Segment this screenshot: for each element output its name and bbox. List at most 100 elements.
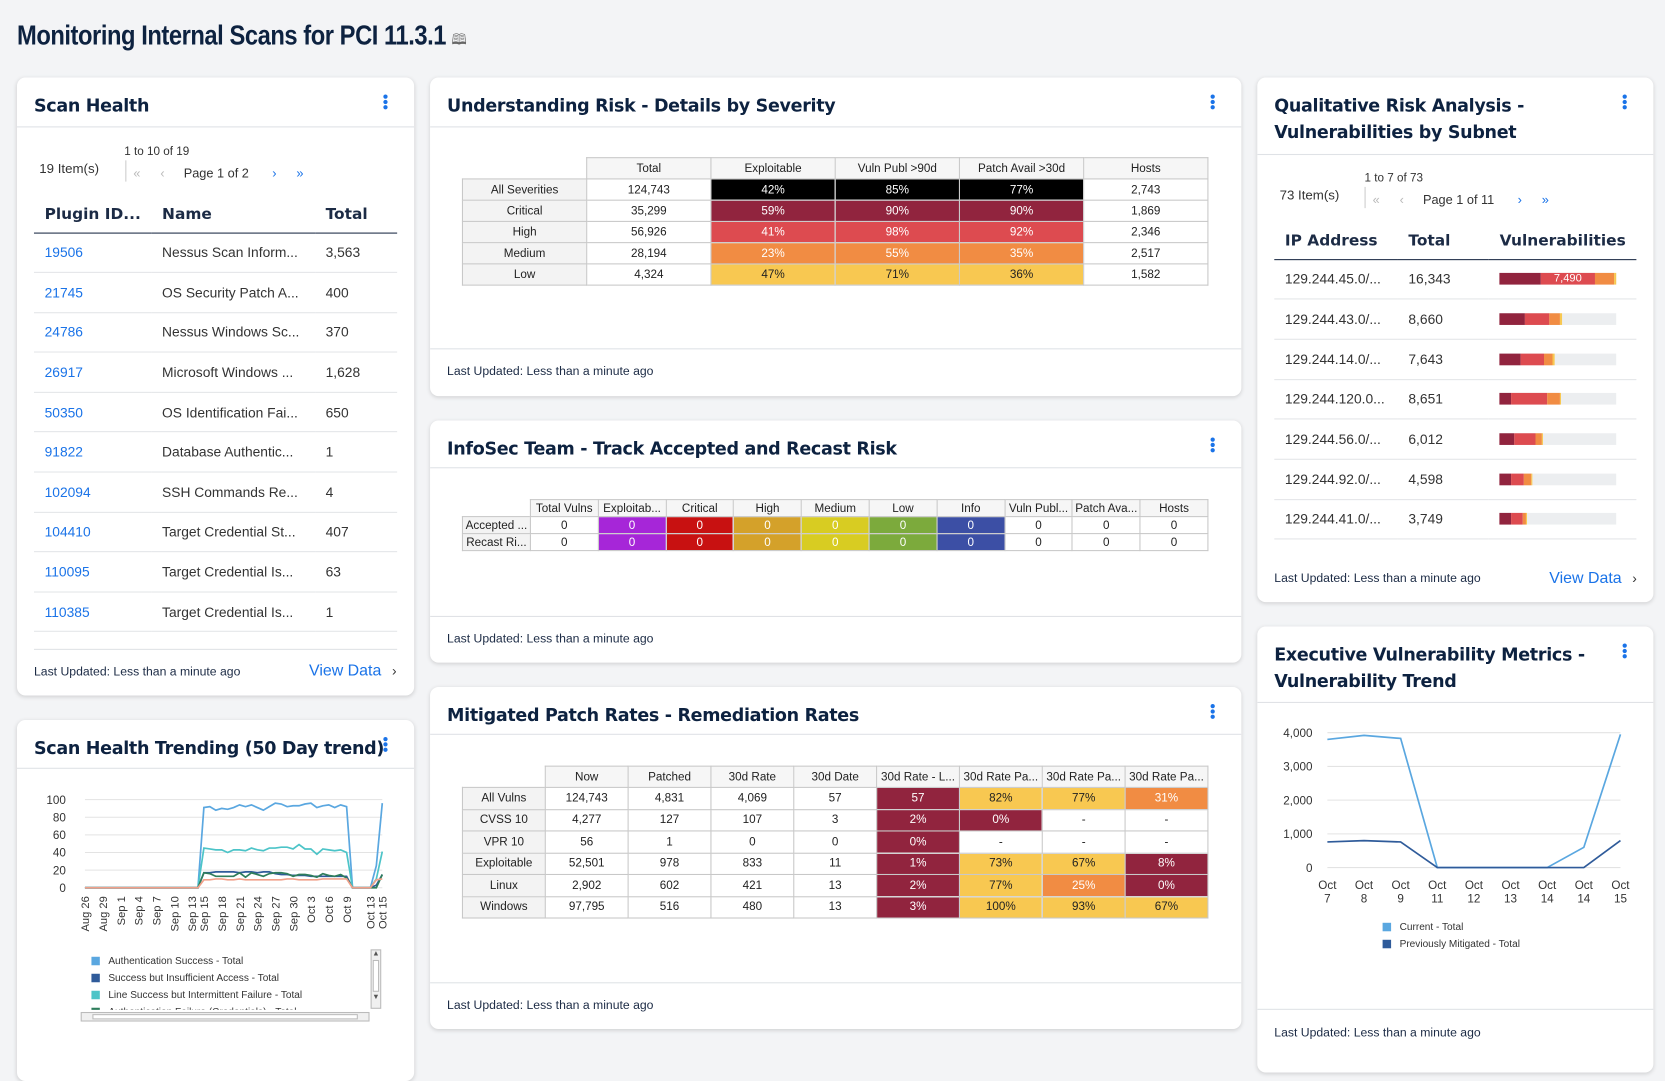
low-segment[interactable] [1531, 473, 1532, 485]
legend-item[interactable]: Current - Total [1383, 919, 1520, 936]
plugin-id-link[interactable]: 102094 [34, 472, 151, 512]
column-header[interactable]: Total [587, 158, 711, 179]
first-page-icon[interactable]: « [124, 166, 149, 181]
table-cell[interactable]: 98% [835, 221, 959, 242]
table-cell[interactable]: 25% [1042, 874, 1125, 896]
critical-segment[interactable] [1500, 353, 1521, 365]
plugin-id-link[interactable]: 26917 [34, 352, 151, 392]
table-cell[interactable]: 0 [869, 517, 937, 534]
table-cell[interactable]: 1% [877, 853, 960, 875]
table-cell[interactable]: 0 [1140, 517, 1208, 534]
table-cell[interactable]: 0 [711, 831, 794, 853]
low-segment[interactable] [1614, 273, 1617, 285]
table-cell[interactable]: 3% [877, 896, 960, 918]
table-cell[interactable]: 0 [598, 534, 666, 551]
table-cell[interactable]: 4,324 [587, 264, 711, 285]
table-cell[interactable]: 11 [794, 853, 877, 875]
table-cell[interactable]: 0% [1125, 874, 1208, 896]
table-cell[interactable]: 0 [794, 831, 877, 853]
kebab-menu-icon[interactable] [1210, 438, 1216, 455]
scroll-up-icon[interactable]: ▲ [372, 950, 380, 957]
table-cell[interactable]: 31% [1125, 787, 1208, 809]
table-row[interactable]: 129.244.14.0/...7,643 [1274, 339, 1636, 379]
plugin-id-link[interactable]: 19506 [34, 233, 151, 273]
table-cell[interactable]: 1,582 [1084, 264, 1208, 285]
table-cell[interactable]: 107 [711, 809, 794, 831]
table-cell[interactable]: 421 [711, 874, 794, 896]
table-cell[interactable]: 602 [628, 874, 711, 896]
table-cell[interactable]: 90% [835, 200, 959, 221]
table-cell[interactable]: 0 [598, 517, 666, 534]
table-row[interactable]: 129.244.120.0...8,651 [1274, 379, 1636, 419]
table-cell[interactable]: 2,743 [1084, 179, 1208, 200]
table-cell[interactable]: - [1125, 831, 1208, 853]
column-header[interactable]: Vuln Publ... [1005, 500, 1073, 517]
column-header[interactable]: 30d Rate Pa... [959, 766, 1042, 787]
column-header[interactable]: Low [869, 500, 937, 517]
table-cell[interactable]: 13 [794, 874, 877, 896]
medium-segment[interactable] [1595, 273, 1614, 285]
table-cell[interactable]: 4,277 [545, 809, 628, 831]
column-header[interactable]: 30d Rate Pa... [1042, 766, 1125, 787]
table-cell[interactable]: 2% [877, 874, 960, 896]
critical-segment[interactable] [1500, 473, 1512, 485]
next-page-icon[interactable]: › [1507, 192, 1532, 207]
high-segment[interactable] [1511, 393, 1547, 405]
high-segment[interactable] [1521, 353, 1543, 365]
table-cell[interactable]: - [1125, 809, 1208, 831]
table-cell[interactable]: 67% [1125, 896, 1208, 918]
table-cell[interactable]: 56 [545, 831, 628, 853]
legend-vertical-scrollbar[interactable]: ▲ ▼ [371, 949, 382, 1008]
table-cell[interactable]: 57 [794, 787, 877, 809]
prev-page-icon[interactable]: ‹ [1389, 192, 1414, 207]
plugin-id-link[interactable]: 91822 [34, 432, 151, 472]
table-cell[interactable]: 0 [666, 517, 734, 534]
medium-segment[interactable] [1548, 393, 1561, 405]
table-cell[interactable]: 85% [835, 179, 959, 200]
column-header[interactable]: Exploitab... [598, 500, 666, 517]
table-cell[interactable]: 2,346 [1084, 221, 1208, 242]
table-cell[interactable]: 8% [1125, 853, 1208, 875]
table-cell[interactable]: 36% [959, 264, 1083, 285]
critical-segment[interactable] [1500, 513, 1511, 525]
column-header-plugin-id[interactable]: Plugin ID... [34, 196, 151, 232]
plugin-id-link[interactable]: 110095 [34, 552, 151, 592]
table-cell[interactable]: 52,501 [545, 853, 628, 875]
view-data-link[interactable]: View Data› [309, 662, 397, 680]
table-cell[interactable]: 67% [1042, 853, 1125, 875]
table-cell[interactable]: 124,743 [587, 179, 711, 200]
high-segment[interactable]: 7,490 [1541, 273, 1595, 285]
column-header-total[interactable]: Total [315, 196, 397, 232]
low-segment[interactable] [1560, 393, 1561, 405]
table-cell[interactable]: 0 [937, 534, 1005, 551]
table-cell[interactable]: 92% [959, 221, 1083, 242]
table-cell[interactable]: 55% [835, 243, 959, 264]
table-cell[interactable]: 4,831 [628, 787, 711, 809]
table-cell[interactable]: 93% [1042, 896, 1125, 918]
table-cell[interactable]: 28,194 [587, 243, 711, 264]
table-cell[interactable]: 0 [1005, 534, 1073, 551]
table-cell[interactable]: - [1042, 831, 1125, 853]
table-cell[interactable]: 56,926 [587, 221, 711, 242]
vulnerability-bar[interactable]: 7,490 [1500, 273, 1617, 285]
table-cell[interactable]: - [959, 831, 1042, 853]
table-row[interactable]: 129.244.41.0/...3,749 [1274, 499, 1636, 539]
table-cell[interactable]: 0 [801, 534, 869, 551]
legend-item[interactable]: Previously Mitigated - Total [1383, 936, 1520, 953]
vulnerability-bar[interactable] [1500, 433, 1617, 445]
table-cell[interactable]: - [1042, 809, 1125, 831]
kebab-menu-icon[interactable] [382, 95, 388, 112]
prev-page-icon[interactable]: ‹ [150, 166, 175, 181]
table-cell[interactable]: 2% [877, 809, 960, 831]
plugin-id-link[interactable]: 104410 [34, 512, 151, 552]
table-row[interactable]: 129.244.56.0/...6,012 [1274, 419, 1636, 459]
critical-segment[interactable] [1500, 313, 1525, 325]
vulnerability-bar[interactable] [1500, 313, 1617, 325]
table-cell[interactable]: 516 [628, 896, 711, 918]
kebab-menu-icon[interactable] [1210, 95, 1216, 112]
